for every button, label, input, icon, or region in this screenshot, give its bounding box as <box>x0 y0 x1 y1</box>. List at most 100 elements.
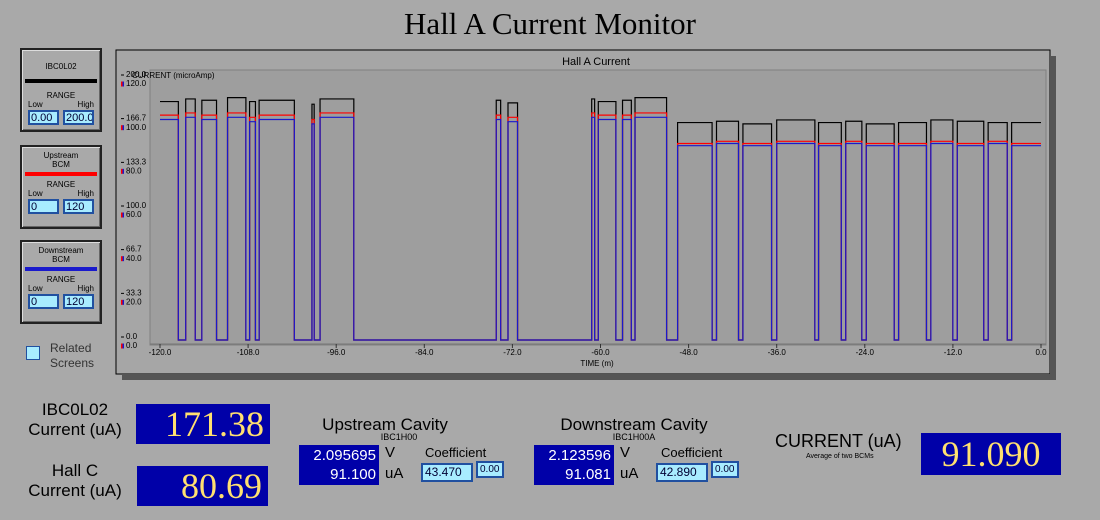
related-text: Related <box>50 341 92 355</box>
y2-tick-label: 20.0 <box>126 297 142 306</box>
x-tick-label: -108.0 <box>237 348 260 357</box>
coefficient-label: Coefficient <box>661 445 723 460</box>
x-tick-label: -24.0 <box>856 348 875 357</box>
readout-label: IBC0L02 Current (uA) <box>20 400 130 440</box>
x-tick-label: -72.0 <box>503 348 522 357</box>
range-label: RANGE <box>46 180 76 189</box>
high-label: High <box>77 100 94 109</box>
label-line: Hall C <box>51 461 99 480</box>
low-high: Low High <box>28 100 94 109</box>
unit: uA <box>620 465 639 482</box>
low-input[interactable]: 0 <box>28 199 59 214</box>
offset-input[interactable]: 0.00 <box>476 461 504 478</box>
average-label: CURRENT (uA) <box>775 431 902 451</box>
y2-tick-label: 120.0 <box>126 79 147 88</box>
panel-name: Downstream <box>38 246 84 255</box>
page-title: Hall A Current Monitor <box>404 6 696 41</box>
cavity-pv: IBC1H00A <box>612 432 656 442</box>
high-label: High <box>77 189 94 198</box>
x-tick-label: -96.0 <box>327 348 346 357</box>
y-tick-label: 33.3 <box>126 288 142 297</box>
low-label: Low <box>28 284 43 293</box>
label-line: Current (uA) <box>28 420 122 439</box>
inputs: 0 120 <box>28 294 94 309</box>
cavity-pv: IBC1H00 <box>380 432 418 442</box>
x-tick-label: -84.0 <box>415 348 434 357</box>
chart-title: Hall A Current <box>562 56 630 68</box>
y-tick-label: 100.0 <box>126 201 147 210</box>
y2-tick-label: 60.0 <box>126 210 142 219</box>
y-axis-label: CURRENT (microAmp) <box>132 71 215 80</box>
y2-tick-label: 0.0 <box>126 341 138 350</box>
series-line <box>160 116 1041 341</box>
x-tick-label: -60.0 <box>591 348 610 357</box>
label-line: IBC0L02 <box>41 400 109 419</box>
legend-swatch <box>25 172 97 176</box>
x-axis-label: TIME (m) <box>580 359 614 368</box>
y-tick-label: 166.7 <box>126 114 147 123</box>
range-panel: IBC0L02 RANGE Low High 0.00 200.0 <box>20 48 102 132</box>
frame-shadow <box>1050 56 1056 380</box>
average-note: Average of two BCMs <box>806 453 874 460</box>
range-panel: Upstream BCM RANGE Low High 0 120 <box>20 145 102 229</box>
range-label: RANGE <box>46 275 76 284</box>
readout-value: 171.38 <box>136 404 270 444</box>
high-label: High <box>77 284 94 293</box>
coefficient-input[interactable]: 43.470 <box>421 463 473 482</box>
cavity-readout: 2.123596 91.081 <box>534 445 614 485</box>
related-icon[interactable] <box>26 346 40 360</box>
panel-name: Upstream <box>43 151 79 160</box>
y-tick-label: 0.0 <box>126 332 138 341</box>
unit: uA <box>385 465 404 482</box>
y-tick-label: 66.7 <box>126 245 142 254</box>
panel-name: BCM <box>52 255 70 264</box>
low-label: Low <box>28 189 43 198</box>
x-tick-label: -12.0 <box>944 348 963 357</box>
related-button[interactable]: Related Screens <box>50 341 94 371</box>
y-tick-label: 200.0 <box>126 70 147 79</box>
high-input[interactable]: 120 <box>63 294 94 309</box>
readout-label: Hall C Current (uA) <box>20 461 130 501</box>
x-tick-label: -48.0 <box>679 348 698 357</box>
high-input[interactable]: 120 <box>63 199 94 214</box>
y2-tick-label: 100.0 <box>126 123 147 132</box>
panel-name: IBC0L02 <box>45 62 77 71</box>
related-text: Screens <box>50 356 95 370</box>
panel-name: BCM <box>52 160 70 169</box>
low-label: Low <box>28 100 43 109</box>
cavity-title: Downstream Cavity <box>560 415 708 434</box>
voltage: 2.095695 <box>313 447 376 464</box>
low-input[interactable]: 0 <box>28 294 59 309</box>
y-tick-label: 133.3 <box>126 157 147 166</box>
label-line: Current (uA) <box>28 481 122 500</box>
low-input[interactable]: 0.00 <box>28 110 59 125</box>
range-panel: Downstream BCM RANGE Low High 0 120 <box>20 240 102 324</box>
low-high: Low High <box>28 189 94 198</box>
average-value: 91.090 <box>921 433 1061 475</box>
low-high: Low High <box>28 284 94 293</box>
high-input[interactable]: 200.0 <box>63 110 94 125</box>
readout-value: 80.69 <box>137 466 268 506</box>
cavity-readout: 2.095695 91.100 <box>299 445 379 485</box>
y2-tick-label: 40.0 <box>126 254 142 263</box>
range-label: RANGE <box>46 91 76 100</box>
voltage: 2.123596 <box>548 447 611 464</box>
coefficient-input[interactable]: 42.890 <box>656 463 708 482</box>
cavity-title: Upstream Cavity <box>322 415 448 434</box>
coefficient-label: Coefficient <box>425 445 487 460</box>
frame-shadow <box>122 374 1056 380</box>
inputs: 0 120 <box>28 199 94 214</box>
x-tick-label: -120.0 <box>149 348 172 357</box>
current: 91.100 <box>330 466 376 483</box>
unit: V <box>620 444 631 461</box>
current: 91.081 <box>565 466 611 483</box>
x-tick-label: -36.0 <box>768 348 787 357</box>
inputs: 0.00 200.0 <box>28 110 94 125</box>
offset-input[interactable]: 0.00 <box>711 461 739 478</box>
legend-swatch <box>25 267 97 271</box>
legend-swatch <box>25 79 97 83</box>
x-tick-label: 0.0 <box>1035 348 1047 357</box>
y2-tick-label: 80.0 <box>126 166 142 175</box>
